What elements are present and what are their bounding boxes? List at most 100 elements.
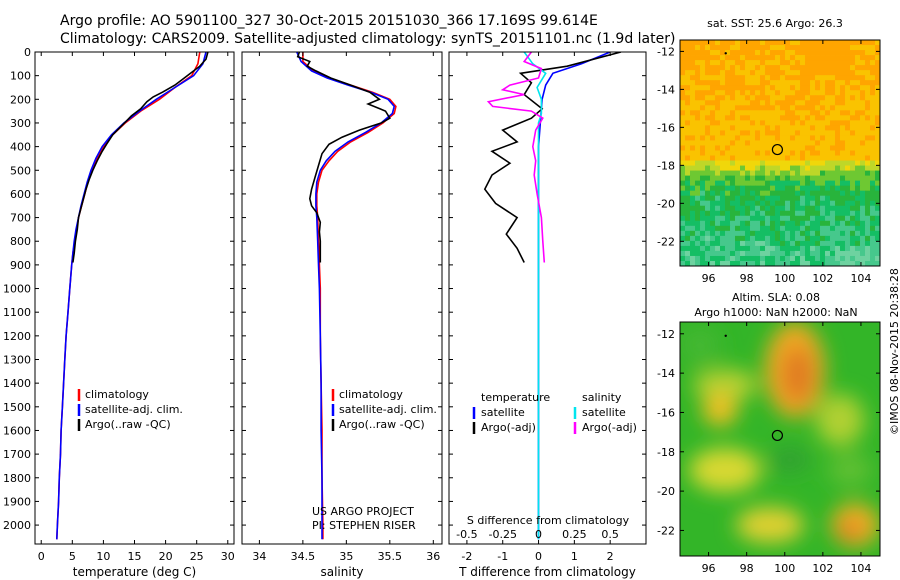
sst-cell: [790, 250, 796, 257]
sst-cell: [785, 175, 791, 182]
sst-cell: [840, 105, 846, 111]
sst-cell: [735, 90, 741, 96]
sst-cell: [790, 130, 796, 136]
sst-cell: [695, 70, 701, 76]
sst-cell: [795, 260, 801, 266]
sst-cell: [875, 225, 880, 232]
sst-cell: [860, 255, 866, 262]
sst-cell: [785, 160, 791, 166]
sst-cell: [860, 165, 866, 171]
sst-cell: [840, 160, 846, 166]
sst-cell: [745, 190, 751, 197]
sst-cell: [690, 65, 696, 71]
sst-cell: [835, 195, 841, 202]
sst-cell: [800, 260, 806, 266]
sst-cell: [805, 195, 811, 202]
sst-cell: [745, 100, 751, 106]
sst-cell: [760, 255, 766, 262]
sst-cell: [850, 195, 856, 202]
sla-map-title: Altim. SLA: 0.08: [732, 291, 820, 304]
sst-cell: [795, 250, 801, 257]
sst-cell: [755, 225, 761, 232]
sst-cell: [860, 195, 866, 202]
sst-cell: [750, 175, 756, 182]
sst-cell: [830, 40, 836, 46]
sst-cell: [815, 140, 821, 146]
sst-cell: [800, 45, 806, 51]
sst-cell: [860, 185, 866, 192]
sst-cell: [770, 125, 776, 131]
sst-cell: [720, 155, 726, 161]
sst-cell: [720, 100, 726, 106]
sst-cell: [690, 50, 696, 56]
sst-cell: [845, 55, 851, 61]
sst-cell: [760, 250, 766, 257]
sst-cell: [745, 180, 751, 187]
sst-cell: [765, 75, 771, 81]
sst-cell: [780, 115, 786, 121]
sst-cell: [730, 115, 736, 121]
sst-cell: [785, 250, 791, 257]
sst-cell: [685, 245, 691, 252]
sst-cell: [700, 220, 706, 227]
sst-cell: [800, 55, 806, 61]
sst-cell: [825, 55, 831, 61]
sst-cell: [840, 240, 846, 247]
sst-cell: [775, 110, 781, 116]
sst-cell: [680, 255, 686, 262]
sst-cell: [820, 185, 826, 192]
sst-cell: [800, 165, 806, 171]
sst-cell: [700, 165, 706, 171]
sst-cell: [720, 160, 726, 166]
salinity-annotation-pi: PI: STEPHEN RISER: [312, 519, 416, 532]
sst-cell: [865, 100, 871, 106]
sst-cell: [775, 220, 781, 227]
sst-cell: [845, 140, 851, 146]
sst-cell: [715, 40, 721, 46]
sst-cell: [690, 95, 696, 101]
sst-cell: [740, 45, 746, 51]
sst-cell: [710, 215, 716, 222]
sst-cell: [800, 175, 806, 182]
sst-cell: [850, 95, 856, 101]
sst-cell: [815, 85, 821, 91]
sst-cell: [720, 135, 726, 141]
sst-cell: [700, 65, 706, 71]
sst-cell: [710, 210, 716, 217]
temperature-line-satellite-adj-clim-: [56, 52, 207, 540]
sst-cell: [685, 170, 691, 176]
sst-cell: [760, 135, 766, 141]
sla_map-xtick-label: 98: [740, 562, 754, 575]
sst-cell: [690, 40, 696, 46]
sst-cell: [680, 175, 686, 182]
sst-cell: [690, 215, 696, 222]
sst-cell: [780, 50, 786, 56]
sst-cell: [735, 95, 741, 101]
sst-cell: [720, 215, 726, 222]
sst-cell: [755, 130, 761, 136]
salinity-xtick-label: 36: [426, 550, 440, 563]
sst-cell: [750, 65, 756, 71]
temperature-line-argo-raw-qc-: [72, 52, 209, 263]
sst-cell: [800, 250, 806, 257]
sst-cell: [845, 105, 851, 111]
temperature-legend-label: satellite-adj. clim.: [85, 403, 183, 416]
sst-cell: [705, 55, 711, 61]
difference-xtick-label-top: 0: [535, 528, 542, 541]
sst-cell: [795, 50, 801, 56]
sst-cell: [750, 195, 756, 202]
sst-cell: [715, 95, 721, 101]
sst-cell: [685, 225, 691, 232]
sst-cell: [720, 105, 726, 111]
sst-cell: [870, 205, 876, 212]
sst-cell: [845, 195, 851, 202]
sst-cell: [755, 40, 761, 46]
sst-cell: [845, 205, 851, 212]
sst-cell: [805, 70, 811, 76]
sst-cell: [690, 60, 696, 66]
sst-cell: [820, 255, 826, 262]
sst-cell: [845, 40, 851, 46]
sst-cell: [735, 85, 741, 91]
sst-cell: [750, 125, 756, 131]
sst-cell: [835, 135, 841, 141]
